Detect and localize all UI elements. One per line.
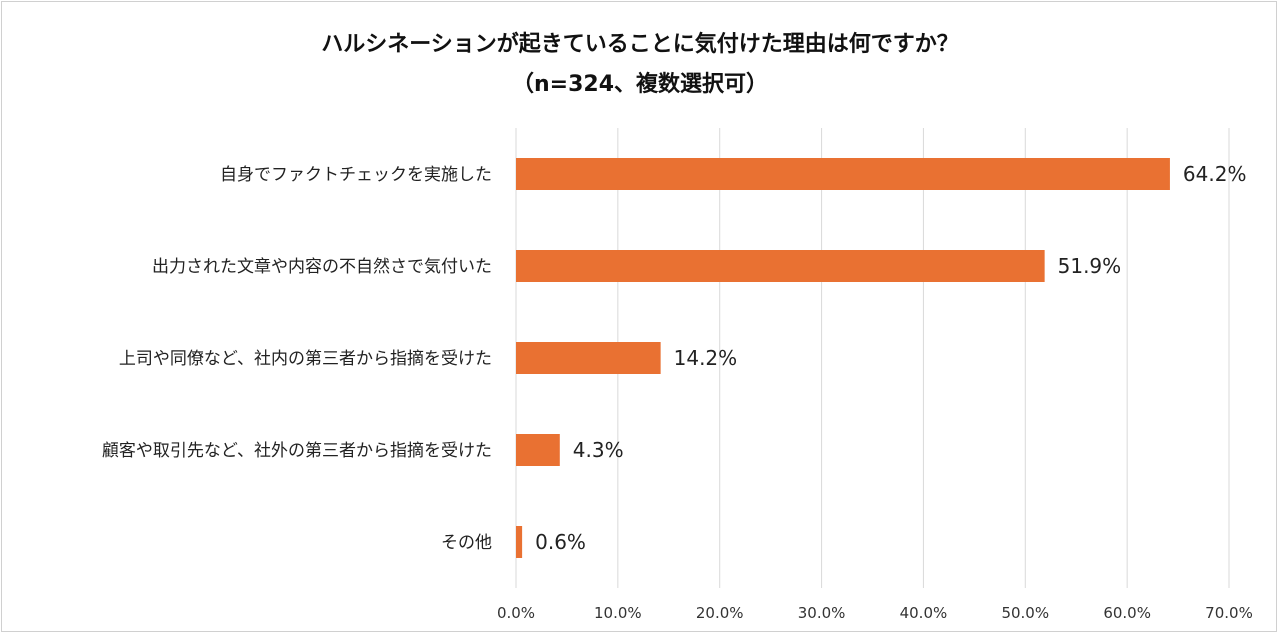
- category-label: 出力された文章や内容の不自然さで気付いた: [152, 257, 492, 277]
- x-tick-label: 10.0%: [594, 604, 642, 622]
- chart-subtitle: （n=324、複数選択可）: [511, 72, 769, 97]
- x-tick-label: 0.0%: [497, 604, 535, 622]
- x-tick-label: 60.0%: [1103, 604, 1151, 622]
- category-label: 顧客や取引先など、社外の第三者から指摘を受けた: [102, 441, 492, 461]
- category-label: その他: [441, 533, 492, 553]
- x-tick-label: 70.0%: [1205, 604, 1253, 622]
- bar: [516, 526, 523, 558]
- x-tick-label: 20.0%: [696, 604, 744, 622]
- x-tick-label: 30.0%: [798, 604, 846, 622]
- bar: [516, 250, 1045, 282]
- category-label: 自身でファクトチェックを実施した: [220, 165, 492, 185]
- x-tick-label: 50.0%: [1001, 604, 1049, 622]
- data-label: 0.6%: [535, 530, 586, 554]
- chart-title: ハルシネーションが起きていることに気付けた理由は何ですか？: [321, 32, 959, 57]
- data-label: 51.9%: [1058, 254, 1122, 278]
- bar: [516, 342, 661, 374]
- bar: [516, 158, 1170, 190]
- bar: [516, 434, 560, 466]
- x-tick-label: 40.0%: [900, 604, 948, 622]
- category-label: 上司や同僚など、社内の第三者から指摘を受けた: [119, 349, 492, 369]
- data-label: 14.2%: [674, 346, 738, 370]
- data-label: 64.2%: [1183, 162, 1247, 186]
- data-label: 4.3%: [573, 438, 624, 462]
